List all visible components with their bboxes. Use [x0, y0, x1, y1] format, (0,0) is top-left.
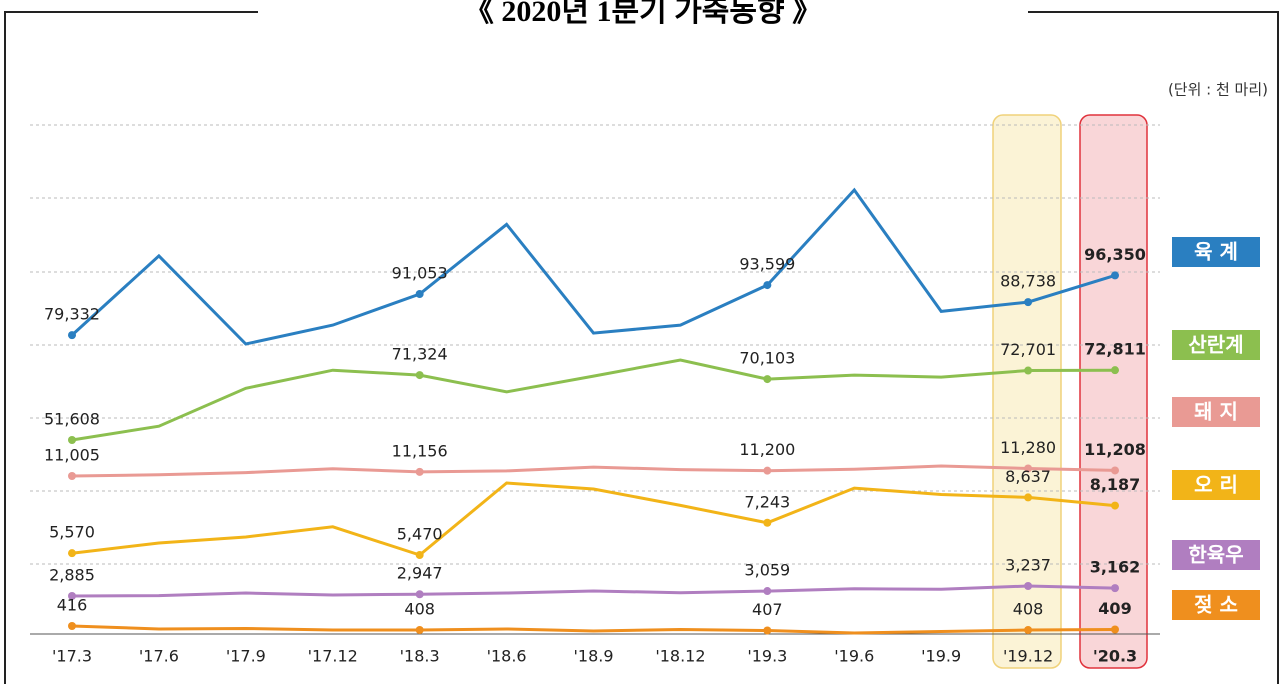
x-tick-label: '17.12 [308, 647, 358, 666]
point [416, 468, 424, 476]
point [416, 590, 424, 598]
x-tick-label: '17.9 [226, 647, 266, 666]
value-label: 79,332 [44, 305, 100, 324]
value-label: 408 [1013, 600, 1044, 619]
point [763, 587, 771, 595]
point [763, 375, 771, 383]
point [1111, 502, 1119, 510]
series-line [72, 586, 1115, 596]
x-tick-label: '19.3 [747, 647, 787, 666]
point [763, 467, 771, 475]
point [763, 519, 771, 527]
value-label: 51,608 [44, 410, 100, 429]
value-label: 11,156 [392, 441, 448, 460]
point [416, 626, 424, 634]
page: 《 2020년 1분기 가축동향 》 (단위 : 천 마리) '17.3 '17.… [0, 0, 1285, 684]
point [1111, 466, 1119, 474]
x-tick-label: '18.12 [655, 647, 705, 666]
value-label: 407 [752, 600, 783, 619]
x-tick-label: '18.6 [487, 647, 527, 666]
value-label: 5,570 [49, 523, 95, 542]
legend-label: 오 리 [1194, 473, 1238, 497]
value-label: 8,637 [1005, 467, 1051, 486]
legend-label: 산란계 [1188, 333, 1243, 357]
series-line [72, 190, 1115, 344]
value-label: 96,350 [1084, 245, 1146, 264]
value-label: 409 [1098, 599, 1131, 618]
legend-label: 돼 지 [1194, 400, 1238, 424]
x-tick-label: '18.3 [400, 647, 440, 666]
series-line [72, 626, 1115, 633]
point [1024, 626, 1032, 634]
point [1111, 366, 1119, 374]
value-label: 2,947 [397, 564, 443, 583]
point [416, 551, 424, 559]
point [68, 436, 76, 444]
point [1111, 626, 1119, 634]
x-tick-label: '18.9 [573, 647, 613, 666]
value-label: 11,200 [739, 440, 795, 459]
point [68, 472, 76, 480]
point [416, 371, 424, 379]
unit-label: (단위 : 천 마리) [1168, 81, 1268, 99]
x-tick-label: '19.6 [834, 647, 874, 666]
chart: 《 2020년 1분기 가축동향 》 (단위 : 천 마리) '17.3 '17.… [0, 0, 1285, 684]
value-label: 93,599 [739, 255, 795, 274]
value-label: 88,738 [1000, 272, 1056, 291]
point [763, 627, 771, 635]
value-label: 70,103 [739, 349, 795, 368]
value-label: 2,885 [49, 566, 95, 585]
series-line [72, 360, 1115, 440]
value-label: 11,005 [44, 446, 100, 465]
x-tick-label: '19.12 [1003, 647, 1053, 666]
value-label: 72,811 [1084, 340, 1146, 359]
legend-label: 육 계 [1194, 240, 1238, 264]
value-label: 5,470 [397, 525, 443, 544]
point [416, 290, 424, 298]
series-line [72, 483, 1115, 555]
value-label: 7,243 [744, 492, 790, 511]
value-label: 3,162 [1090, 558, 1141, 577]
x-tick-label: '17.6 [139, 647, 179, 666]
value-label: 72,701 [1000, 340, 1056, 359]
point [1024, 493, 1032, 501]
value-label: 416 [57, 596, 88, 615]
value-label: 408 [404, 600, 435, 619]
legend-label: 젖 소 [1194, 593, 1238, 617]
point [68, 331, 76, 339]
point [1111, 584, 1119, 592]
point [1024, 298, 1032, 306]
point [68, 622, 76, 630]
point [763, 281, 771, 289]
value-label: 3,237 [1005, 556, 1051, 575]
series-line [72, 466, 1115, 476]
value-label: 11,280 [1000, 438, 1056, 457]
value-label: 3,059 [744, 561, 790, 580]
value-label: 91,053 [392, 264, 448, 283]
value-label: 11,208 [1084, 440, 1146, 459]
x-tick-label: '20.3 [1093, 647, 1137, 666]
point [1024, 367, 1032, 375]
chart-title: 《 2020년 1분기 가축동향 》 [464, 0, 822, 28]
legend-label: 한육우 [1188, 543, 1243, 567]
x-tick-label: '19.9 [921, 647, 961, 666]
value-label: 8,187 [1090, 475, 1141, 494]
value-label: 71,324 [392, 345, 448, 364]
point [1024, 582, 1032, 590]
point [68, 549, 76, 557]
x-tick-label: '17.3 [52, 647, 92, 666]
point [1111, 271, 1119, 279]
